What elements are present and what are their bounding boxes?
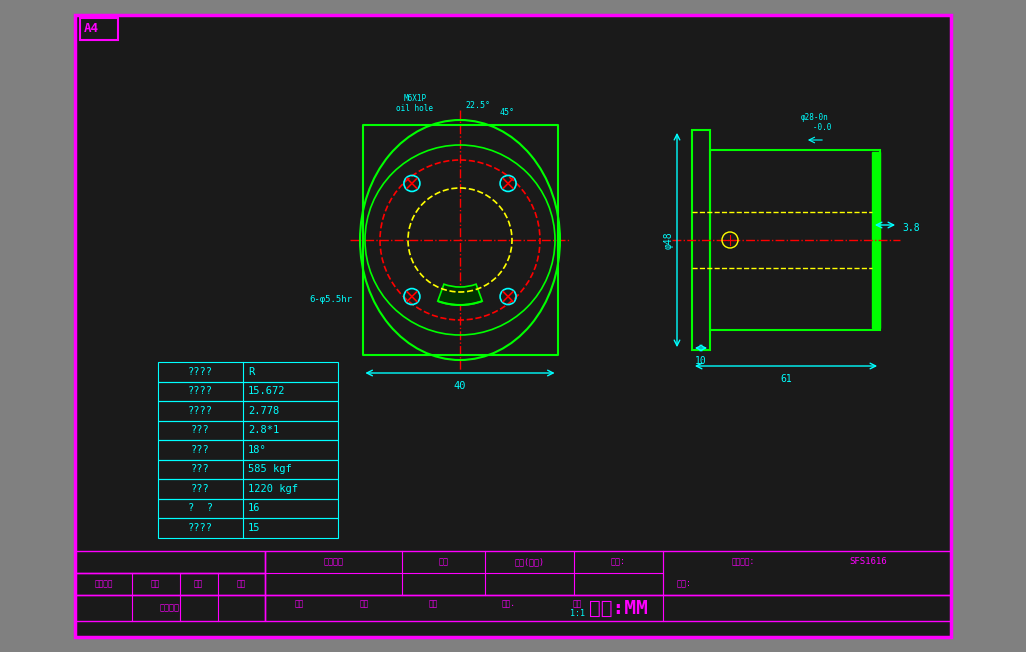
Bar xyxy=(265,595,951,621)
Text: 日期: 日期 xyxy=(194,580,203,589)
Text: 1:1: 1:1 xyxy=(569,609,585,618)
Bar xyxy=(872,152,880,328)
Text: 型号:: 型号: xyxy=(610,557,626,567)
Text: M6X1P
oil hole: M6X1P oil hole xyxy=(396,94,434,113)
Text: 16: 16 xyxy=(248,503,261,513)
Text: A4: A4 xyxy=(84,22,98,35)
Text: 小配图号:: 小配图号: xyxy=(732,557,754,567)
Text: 2.778: 2.778 xyxy=(248,406,279,416)
Text: 签名: 签名 xyxy=(237,580,246,589)
Bar xyxy=(158,460,338,479)
Bar xyxy=(692,130,710,350)
Text: 18°: 18° xyxy=(248,445,267,454)
Bar xyxy=(158,499,338,518)
Bar xyxy=(158,381,338,401)
Text: ???: ??? xyxy=(191,445,210,454)
Bar xyxy=(158,421,338,440)
Text: 日期: 日期 xyxy=(438,557,448,567)
Text: 更改标记: 更改标记 xyxy=(94,580,113,589)
Text: 40: 40 xyxy=(453,381,466,391)
Text: 数量(单台): 数量(单台) xyxy=(514,557,544,567)
Bar xyxy=(158,362,338,381)
Text: 客户名称: 客户名称 xyxy=(323,557,344,567)
Text: ???: ??? xyxy=(191,484,210,494)
Bar xyxy=(80,18,118,40)
Bar xyxy=(362,125,557,355)
Text: ?  ?: ? ? xyxy=(188,503,213,513)
Bar xyxy=(75,573,265,595)
Bar xyxy=(710,150,880,330)
Text: 6-φ5.5hr: 6-φ5.5hr xyxy=(310,295,353,304)
Text: 视角.: 视角. xyxy=(502,599,515,608)
Bar xyxy=(158,440,338,460)
Bar xyxy=(75,551,265,573)
Text: ???: ??? xyxy=(191,464,210,474)
Text: 10: 10 xyxy=(696,356,707,366)
Bar xyxy=(158,401,338,421)
Text: 设计: 设计 xyxy=(360,599,369,608)
Bar xyxy=(75,15,951,637)
Text: 客户确认: 客户确认 xyxy=(160,604,180,612)
Wedge shape xyxy=(438,284,482,305)
Text: 585 kgf: 585 kgf xyxy=(248,464,291,474)
Text: 15: 15 xyxy=(248,523,261,533)
Text: 比例: 比例 xyxy=(573,599,582,608)
Text: 15.672: 15.672 xyxy=(248,386,285,396)
Text: φ48: φ48 xyxy=(664,231,674,249)
Bar xyxy=(265,551,951,595)
Text: 单位:MM: 单位:MM xyxy=(589,599,647,617)
Text: 审核: 审核 xyxy=(429,599,438,608)
Text: ????: ???? xyxy=(188,366,213,377)
Text: ????: ???? xyxy=(188,523,213,533)
Text: 处数: 处数 xyxy=(150,580,159,589)
Text: ????: ???? xyxy=(188,406,213,416)
Text: 45°: 45° xyxy=(500,108,515,117)
Text: 1220 kgf: 1220 kgf xyxy=(248,484,298,494)
Text: ???: ??? xyxy=(191,425,210,436)
Bar xyxy=(75,595,265,621)
Text: R: R xyxy=(248,366,254,377)
Text: φ28-0n
   -0.0: φ28-0n -0.0 xyxy=(799,113,831,132)
Text: 绘图: 绘图 xyxy=(294,599,304,608)
Text: 61: 61 xyxy=(780,374,792,384)
Bar xyxy=(158,479,338,499)
Text: SFS1616: SFS1616 xyxy=(850,557,887,567)
Text: 2.8*1: 2.8*1 xyxy=(248,425,279,436)
Bar xyxy=(158,518,338,537)
Text: 3.8: 3.8 xyxy=(902,223,919,233)
Text: ????: ???? xyxy=(188,386,213,396)
Text: 22.5°: 22.5° xyxy=(465,101,490,110)
Text: 材料:: 材料: xyxy=(676,580,692,589)
